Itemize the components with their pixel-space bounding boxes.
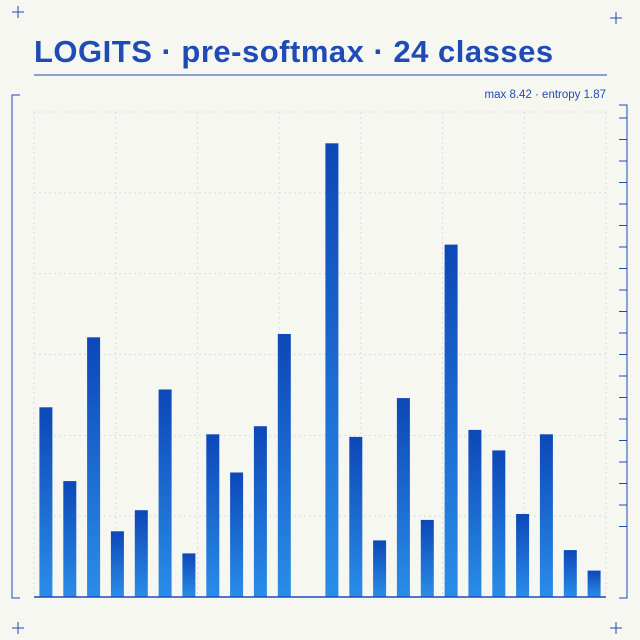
- bar-class-21: [516, 514, 530, 597]
- corner-mark-bottom-left: [12, 622, 24, 634]
- bar-class-14: [349, 436, 363, 597]
- bar-class-6: [158, 389, 172, 597]
- left-bracket: [11, 94, 20, 599]
- bar-class-15: [373, 540, 387, 597]
- bar-class-11: [277, 334, 291, 597]
- corner-marks: [12, 6, 622, 634]
- bar-class-16: [396, 398, 410, 597]
- bar-class-22: [539, 434, 553, 597]
- right-bracket: [619, 104, 628, 599]
- bar-class-5: [134, 510, 148, 597]
- bar-class-20: [492, 450, 506, 597]
- bar-class-19: [468, 429, 482, 597]
- right-ruler: [619, 117, 627, 527]
- bar-class-7: [182, 553, 196, 598]
- bar-class-1: [39, 407, 53, 597]
- bar-series: [39, 143, 601, 598]
- bar-class-17: [420, 519, 434, 597]
- bar-class-8: [206, 434, 220, 597]
- grid-lines: [33, 111, 607, 597]
- bar-class-9: [230, 472, 244, 597]
- bar-class-18: [444, 244, 458, 597]
- bar-class-10: [253, 426, 267, 597]
- bar-class-4: [110, 531, 124, 597]
- bar-class-24: [587, 570, 601, 597]
- chart-title: LOGITS · pre-softmax · 24 classes: [34, 34, 554, 69]
- chart-stats: max 8.42 · entropy 1.87: [485, 89, 606, 101]
- corner-mark-bottom-right: [610, 622, 622, 634]
- corner-mark-top-left: [12, 6, 24, 18]
- corner-mark-top-right: [610, 12, 622, 24]
- bar-class-13: [325, 143, 339, 598]
- bar-class-3: [87, 337, 101, 597]
- bar-class-23: [563, 550, 577, 597]
- bar-class-2: [63, 481, 77, 597]
